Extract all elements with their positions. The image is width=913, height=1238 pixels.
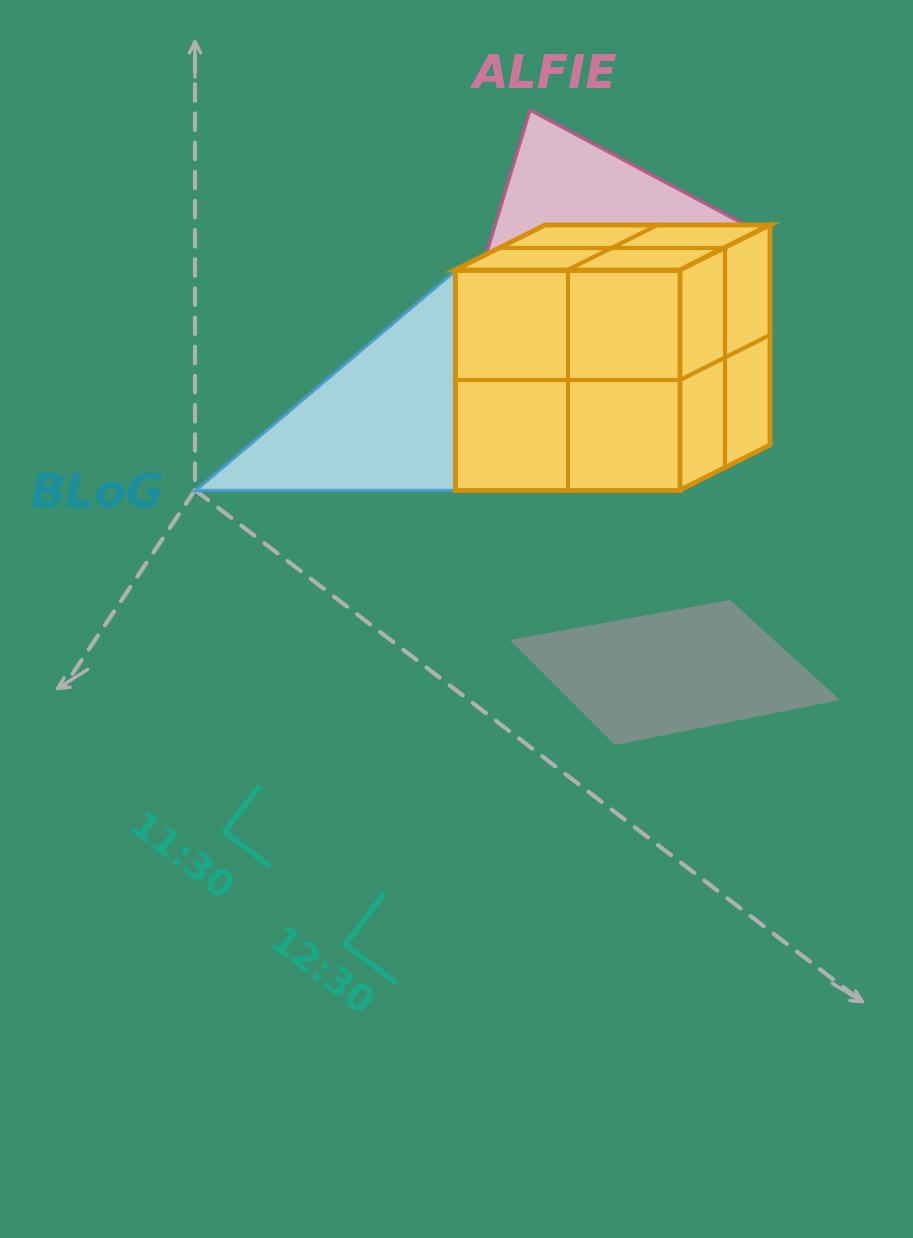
Polygon shape	[455, 225, 770, 270]
Text: 12:30: 12:30	[262, 925, 378, 1025]
Text: ALFIE: ALFIE	[473, 52, 617, 98]
Polygon shape	[510, 600, 840, 745]
Polygon shape	[195, 270, 455, 490]
Polygon shape	[480, 110, 755, 275]
Text: 11:30: 11:30	[121, 810, 238, 911]
Polygon shape	[680, 225, 770, 490]
Polygon shape	[455, 270, 680, 490]
Text: BLoG: BLoG	[30, 473, 163, 517]
